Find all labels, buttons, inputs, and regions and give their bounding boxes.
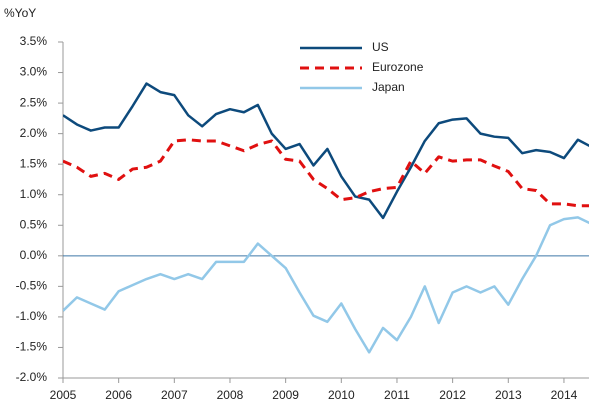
y-tick-label: 2.0% bbox=[20, 126, 48, 140]
x-tick-label: 2012 bbox=[439, 388, 466, 402]
series-line bbox=[63, 82, 589, 220]
y-tick-label: 0.5% bbox=[20, 217, 48, 231]
y-tick-label: 3.5% bbox=[20, 34, 48, 48]
y-tick-label: -1.5% bbox=[16, 340, 48, 354]
y-axis-label: %YoY bbox=[4, 6, 36, 20]
y-tick-label: 3.0% bbox=[20, 65, 48, 79]
y-tick-label: -2.0% bbox=[16, 370, 48, 384]
legend-label: US bbox=[372, 40, 389, 54]
y-tick-label: 1.5% bbox=[20, 156, 48, 170]
y-tick-label: 2.5% bbox=[20, 95, 48, 109]
x-tick-label: 2009 bbox=[272, 388, 299, 402]
legend-label: Eurozone bbox=[372, 60, 424, 74]
y-tick-label: -1.0% bbox=[16, 309, 48, 323]
x-tick-label: 2013 bbox=[495, 388, 522, 402]
x-tick-label: 2008 bbox=[217, 388, 244, 402]
x-tick-label: 2011 bbox=[384, 388, 410, 402]
y-tick-label: 0.0% bbox=[20, 248, 48, 262]
x-tick-label: 2010 bbox=[328, 388, 355, 402]
legend-label: Japan bbox=[372, 80, 405, 94]
y-tick-label: 1.0% bbox=[20, 187, 48, 201]
x-tick-label: 2005 bbox=[50, 388, 77, 402]
series-line bbox=[63, 138, 589, 208]
y-tick-label: -0.5% bbox=[16, 279, 48, 293]
x-tick-label: 2007 bbox=[161, 388, 188, 402]
x-tick-label: 2006 bbox=[105, 388, 132, 402]
x-tick-label: 2014 bbox=[551, 388, 578, 402]
series-line bbox=[63, 216, 589, 354]
